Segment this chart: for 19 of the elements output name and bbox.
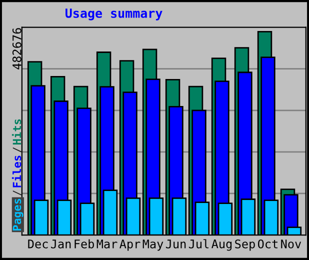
x-tick-label: Jan <box>50 240 71 248</box>
x-tick-label: Aug <box>212 240 232 251</box>
chart-title: Usage summary <box>66 8 162 20</box>
x-tick-label: Feb <box>74 239 94 248</box>
annotation: / <box>12 190 22 196</box>
x-tick-label: Mar <box>96 240 118 248</box>
text: Pages <box>12 198 24 231</box>
x-tick-label: Jun <box>166 240 186 248</box>
x-tick-label: Dec <box>28 240 48 248</box>
annotation: / <box>12 147 22 153</box>
x-tick-label: Nov <box>281 240 302 248</box>
x-tick-label: Sep <box>235 239 255 251</box>
text: 482676 <box>12 28 22 70</box>
x-tick-label: Oct <box>258 239 278 248</box>
x-tick-label: Jul <box>188 239 209 248</box>
text: Hits <box>12 119 22 144</box>
x-tick-label: Apr <box>120 240 140 251</box>
text: Files <box>12 156 22 188</box>
x-tick-label: May <box>142 240 164 251</box>
